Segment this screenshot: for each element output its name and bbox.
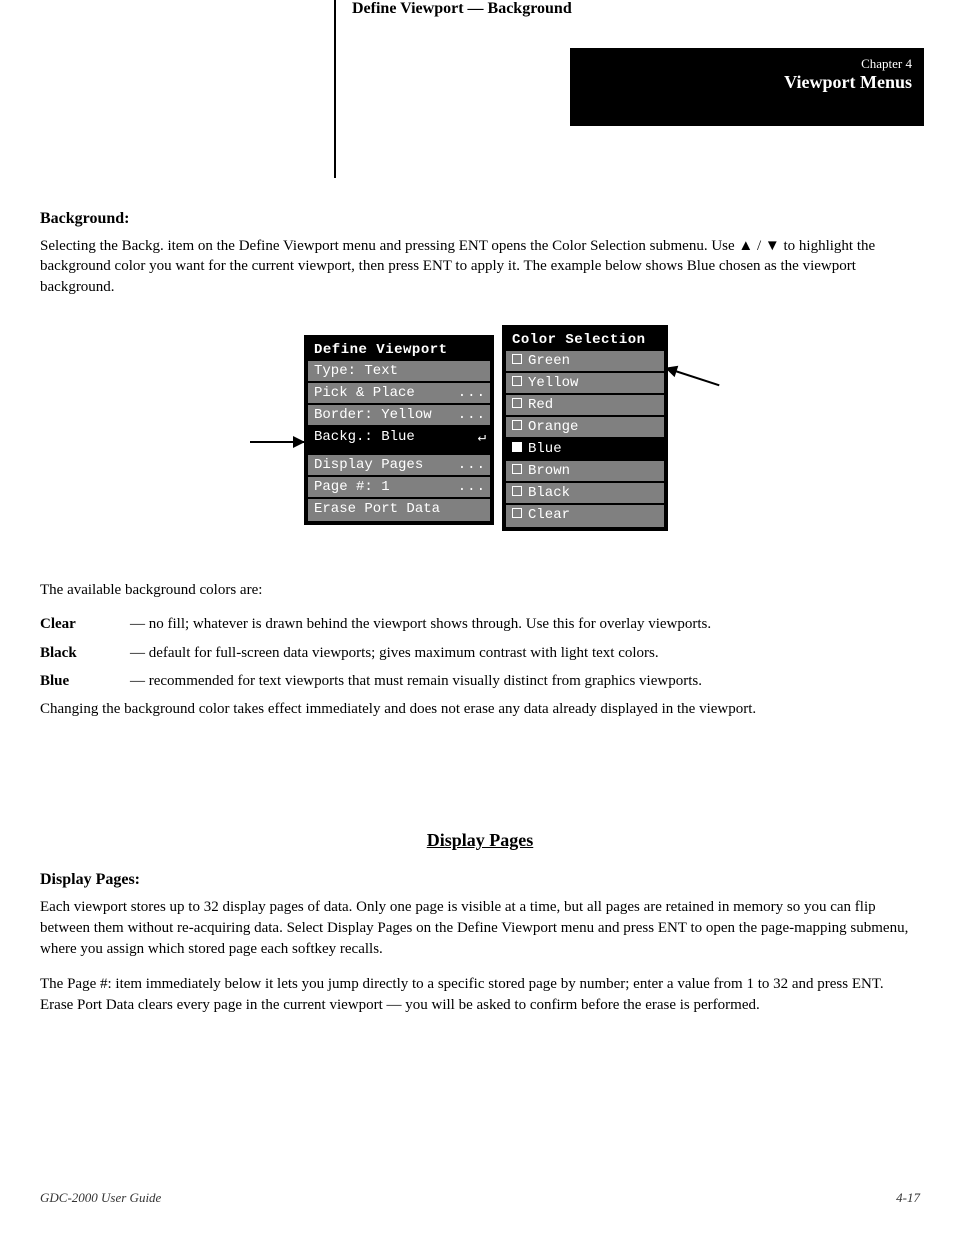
- panel-color-item[interactable]: Green: [506, 351, 664, 373]
- menu-item-label: Backg.: Blue: [314, 429, 415, 445]
- menu-item-label: Page #: 1: [314, 479, 390, 495]
- color-note-row: Black— default for full-screen data view…: [40, 643, 920, 663]
- panel-color-title: Color Selection: [506, 329, 664, 351]
- menu-item-label: Pick & Place: [314, 385, 415, 401]
- after-figure-lead: The available background colors are:: [40, 580, 920, 600]
- chapter-title: Viewport Menus: [582, 72, 912, 93]
- display-pages-label: Display Pages:: [40, 871, 920, 889]
- color-note-row: Blue— recommended for text viewports tha…: [40, 671, 920, 691]
- checkbox-icon: [512, 464, 522, 474]
- menu-item-label: Border: Yellow: [314, 407, 432, 423]
- color-option-label: Orange: [528, 419, 578, 435]
- panel-color-item[interactable]: Orange: [506, 417, 664, 439]
- ellipsis-icon: ...: [458, 479, 486, 495]
- panel-define-title: Define Viewport: [308, 339, 490, 361]
- header-rule: [334, 0, 336, 178]
- after-figure-block: The available background colors are: Cle…: [40, 580, 920, 733]
- panel-color-item[interactable]: Clear: [506, 505, 664, 527]
- color-note-key: Black: [40, 643, 130, 663]
- return-icon: ↵: [478, 429, 486, 446]
- color-note-key: Clear: [40, 614, 130, 634]
- menu-item-label: Erase Port Data: [314, 501, 440, 517]
- section-heading: Define Viewport — Background: [352, 0, 572, 18]
- color-option-label: Yellow: [528, 375, 578, 391]
- panel-define-item[interactable]: Border: Yellow...: [308, 405, 490, 427]
- checkbox-icon: [512, 354, 522, 364]
- panel-define-item[interactable]: Display Pages...: [308, 455, 490, 477]
- figure: Define Viewport Type: Text Pick & Place..…: [190, 325, 790, 555]
- panel-define-item[interactable]: Erase Port Data: [308, 499, 490, 521]
- annotation-arrow-left: [250, 441, 304, 443]
- display-pages-heading: Display Pages: [40, 830, 920, 851]
- color-option-label: Clear: [528, 507, 570, 523]
- annotation-arrow-right: [666, 367, 720, 386]
- color-option-label: Brown: [528, 463, 570, 479]
- color-note-val: — recommended for text viewports that mu…: [130, 671, 920, 691]
- color-option-label: Blue: [528, 441, 562, 457]
- color-note-row: Clear— no fill; whatever is drawn behind…: [40, 614, 920, 634]
- panel-color-item[interactable]: Brown: [506, 461, 664, 483]
- chapter-box: Chapter 4 Viewport Menus: [570, 48, 924, 126]
- panel-define-item[interactable]: Backg.: Blue ↵: [308, 427, 490, 449]
- menu-item-label: Display Pages: [314, 457, 423, 473]
- chapter-label: Chapter 4: [582, 56, 912, 72]
- display-pages-para2: The Page #: item immediately below it le…: [40, 974, 920, 1016]
- ellipsis-icon: ...: [458, 457, 486, 473]
- panel-color-item[interactable]: Black: [506, 483, 664, 505]
- color-option-label: Red: [528, 397, 553, 413]
- background-para: Selecting the Backg. item on the Define …: [40, 236, 920, 297]
- panel-color-item[interactable]: Yellow: [506, 373, 664, 395]
- color-note-val: — default for full-screen data viewports…: [130, 643, 920, 663]
- checkbox-icon: [512, 442, 522, 452]
- panel-define-item[interactable]: Page #: 1...: [308, 477, 490, 499]
- footer-right: 4-17: [896, 1190, 920, 1206]
- color-option-label: Black: [528, 485, 570, 501]
- display-pages-para1: Each viewport stores up to 32 display pa…: [40, 897, 920, 960]
- color-note-key: Blue: [40, 671, 130, 691]
- ellipsis-icon: ...: [458, 407, 486, 423]
- panel-define-viewport: Define Viewport Type: Text Pick & Place..…: [304, 335, 494, 525]
- background-label: Background:: [40, 210, 920, 228]
- checkbox-icon: [512, 376, 522, 386]
- menu-item-label: Type: Text: [314, 363, 398, 379]
- checkbox-icon: [512, 486, 522, 496]
- panel-color-item[interactable]: Red: [506, 395, 664, 417]
- after-figure-note: Changing the background color takes effe…: [40, 699, 920, 719]
- checkbox-icon: [512, 398, 522, 408]
- checkbox-icon: [512, 420, 522, 430]
- background-block: Background: Selecting the Backg. item on…: [40, 210, 920, 297]
- panel-define-item[interactable]: Type: Text: [308, 361, 490, 383]
- panel-color-selection: Color Selection Green Yellow Red Orange Blue…: [502, 325, 668, 531]
- color-option-label: Green: [528, 353, 570, 369]
- panel-color-item[interactable]: Blue: [506, 439, 664, 461]
- footer-left: GDC-2000 User Guide: [40, 1190, 161, 1206]
- panel-define-item[interactable]: Pick & Place...: [308, 383, 490, 405]
- color-note-val: — no fill; whatever is drawn behind the …: [130, 614, 920, 634]
- display-pages-block: Display Pages Display Pages: Each viewpo…: [40, 830, 920, 1030]
- page-footer: GDC-2000 User Guide 4-17: [40, 1190, 920, 1206]
- ellipsis-icon: ...: [458, 385, 486, 401]
- checkbox-icon: [512, 508, 522, 518]
